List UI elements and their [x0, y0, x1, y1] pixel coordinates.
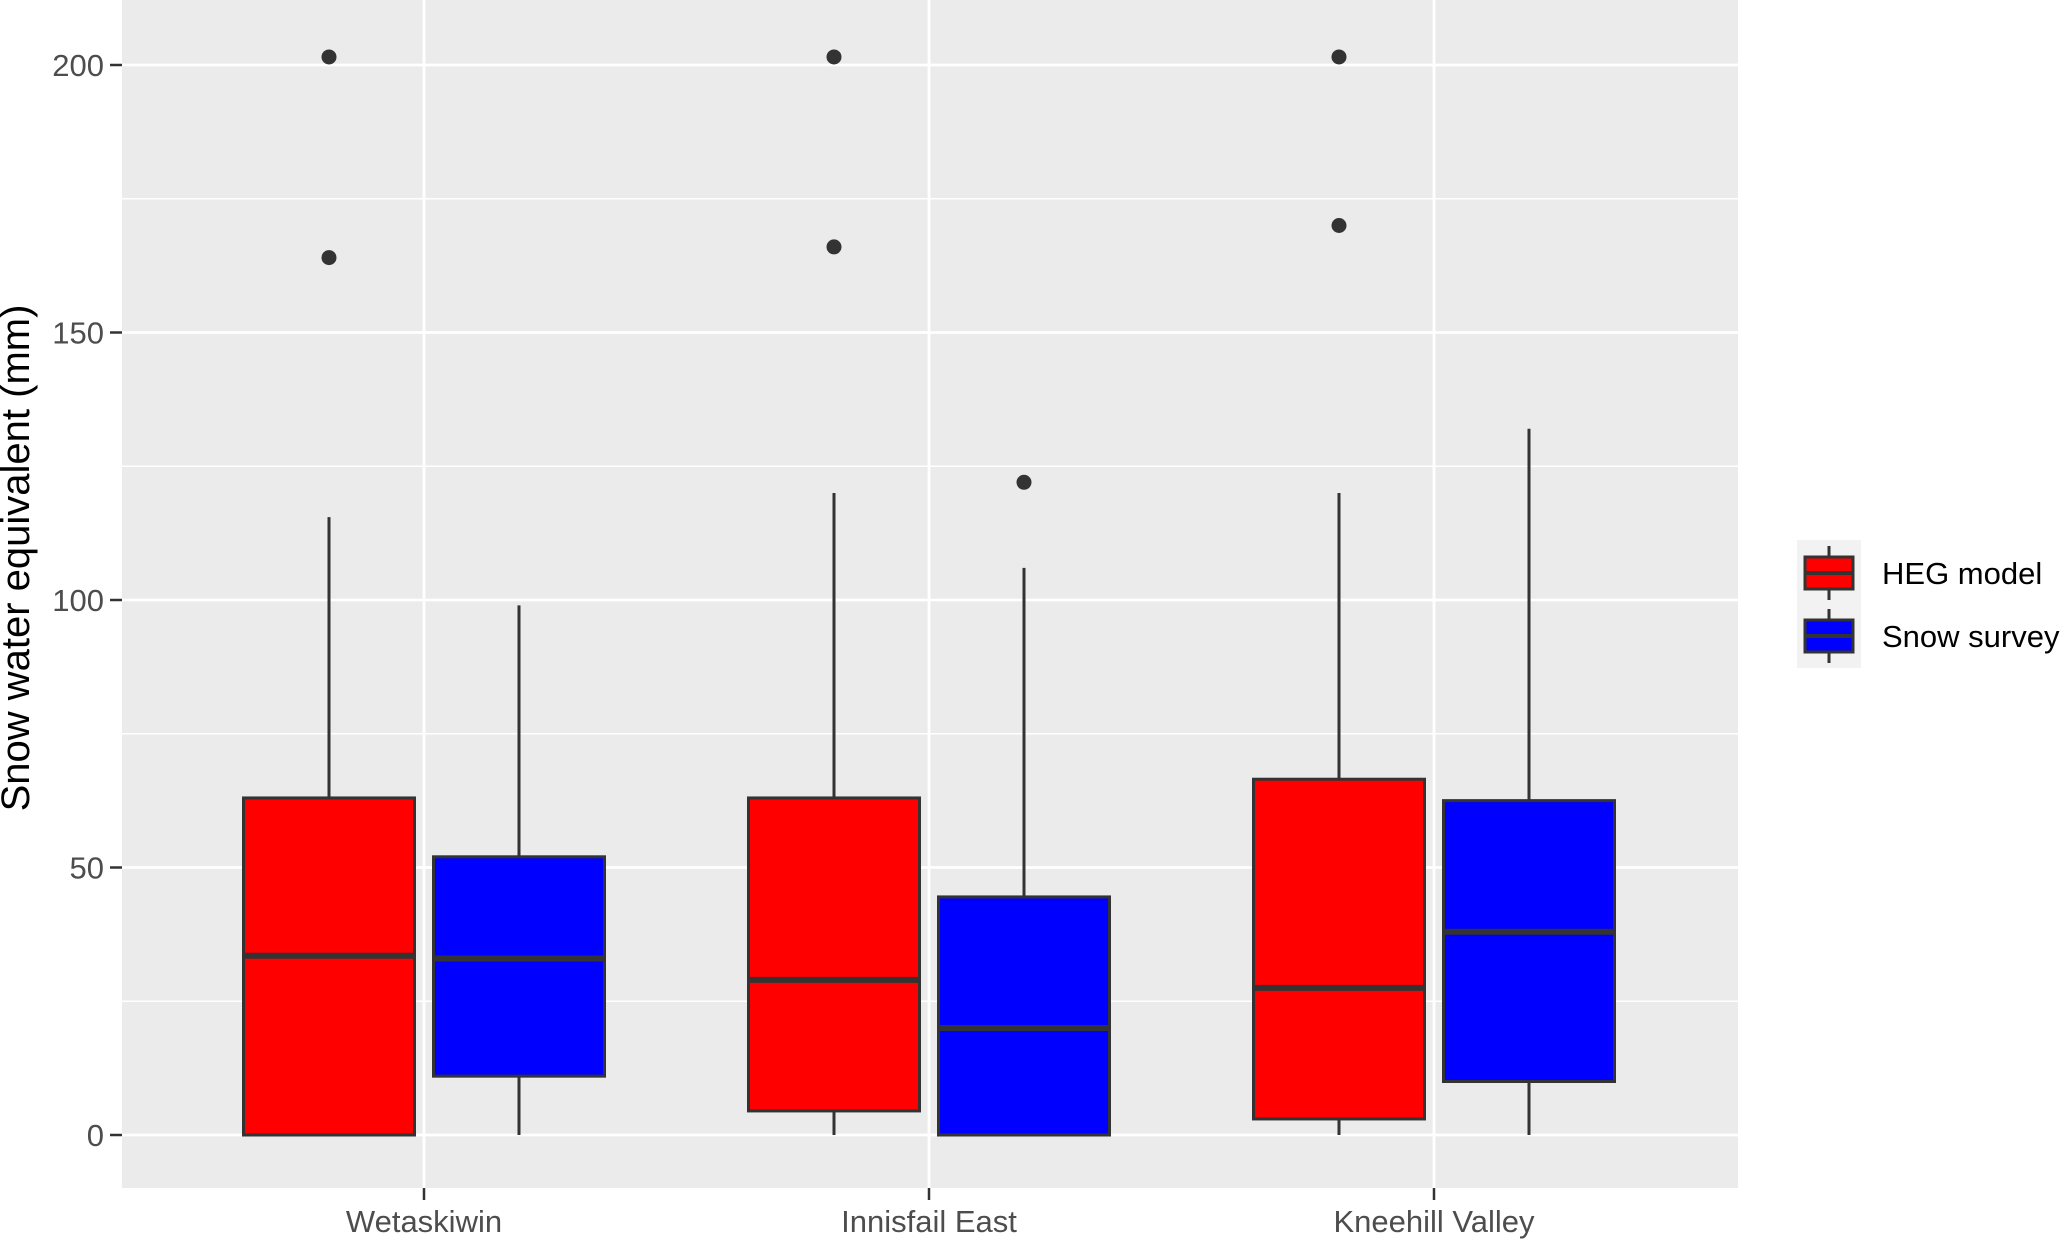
y-axis: 0 50 100 150 200: [52, 48, 122, 1153]
box: [242, 796, 416, 1137]
legend-item: HEG model: [1803, 546, 2042, 600]
legend-label: HEG model: [1882, 556, 2042, 591]
y-axis-label: Snow water equivalent (mm): [0, 305, 38, 812]
box: [1442, 799, 1616, 1083]
outlier-point: [321, 49, 337, 65]
x-tick-label: Wetaskiwin: [346, 1204, 502, 1239]
box-group: [1252, 49, 1426, 1135]
y-tick-label: 200: [52, 48, 104, 83]
legend: HEG model Snow survey: [1797, 540, 2060, 668]
outlier-point: [1016, 474, 1032, 490]
x-tick-label: Kneehill Valley: [1333, 1204, 1535, 1239]
box: [937, 895, 1111, 1137]
major-gridlines: [122, 0, 1738, 1188]
legend-item: Snow survey: [1803, 609, 2060, 663]
box-group: [1442, 428, 1616, 1135]
box-group: [747, 49, 921, 1135]
outlier-point: [1331, 218, 1347, 233]
legend-label: Snow survey: [1882, 619, 2060, 654]
x-axis: Wetaskiwin Innisfail East Kneehill Valley: [346, 1188, 1535, 1239]
y-tick-label: 100: [52, 583, 104, 618]
box: [747, 796, 921, 1113]
outlier-point: [321, 250, 337, 266]
box-group: [937, 474, 1111, 1137]
y-tick-label: 150: [52, 316, 104, 351]
box-group: [432, 605, 606, 1135]
y-tick-label: 50: [70, 851, 104, 886]
box: [432, 855, 606, 1078]
outlier-point: [826, 49, 842, 65]
outlier-point: [1331, 49, 1347, 65]
x-tick-label: Innisfail East: [841, 1204, 1017, 1239]
y-tick-label: 0: [87, 1118, 104, 1153]
outlier-point: [826, 239, 842, 255]
box: [1252, 777, 1426, 1121]
box-group: [242, 49, 416, 1137]
boxes: [242, 49, 1616, 1137]
